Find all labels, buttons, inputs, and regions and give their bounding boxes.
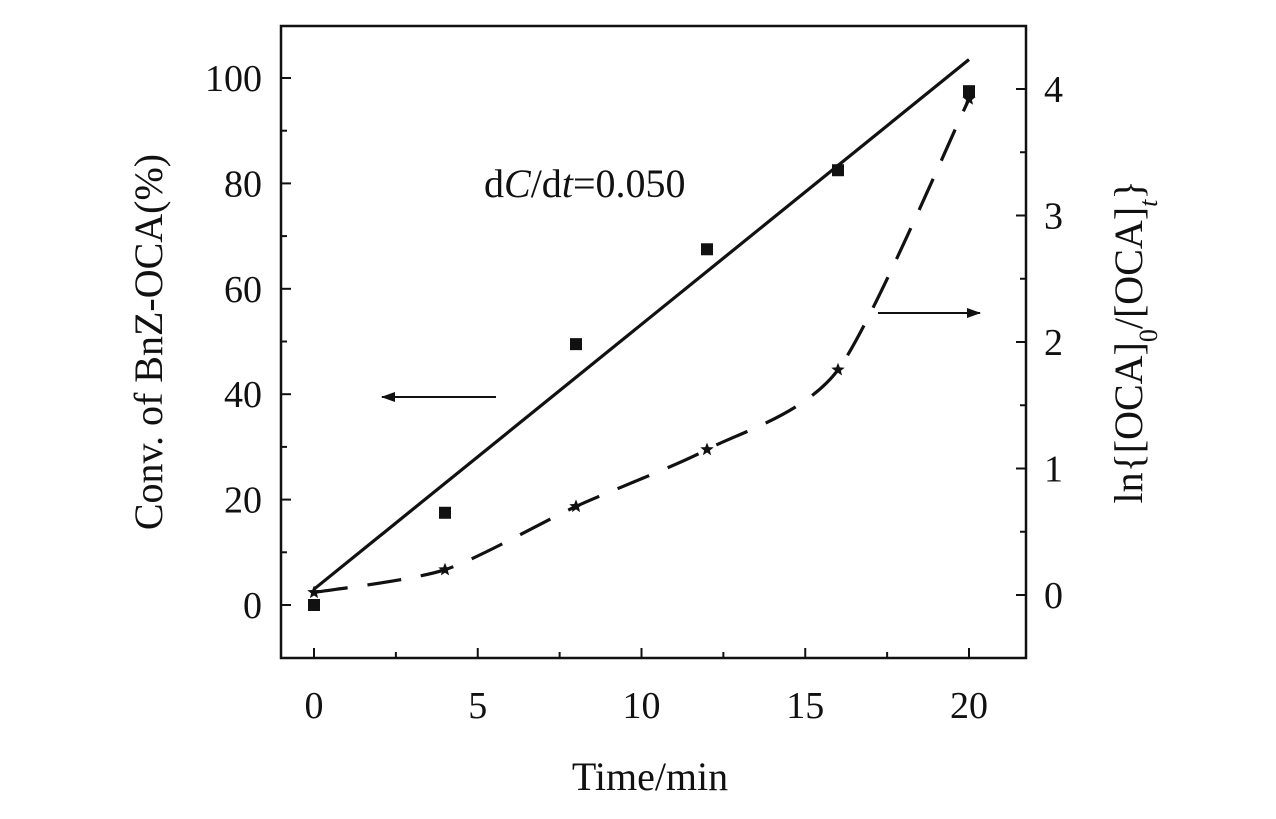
x-axis-title: Time/min — [572, 754, 728, 799]
conversion-point — [570, 338, 582, 351]
y-tick-label: 100 — [205, 58, 262, 100]
y2-axis-title: ln{[OCA]0/[OCA]t} — [1106, 180, 1163, 503]
y2-title-suffix: } — [1106, 180, 1151, 199]
tick-labels: 0 5 10 15 20 0 20 40 60 80 100 0 1 2 3 4 — [205, 58, 1063, 727]
ln-ratio-point — [307, 585, 321, 599]
annot-t: t — [562, 161, 574, 206]
ln-ratio-point — [700, 442, 714, 456]
y2-title-mid: /[OCA] — [1106, 207, 1151, 329]
y2-tick-label: 1 — [1044, 449, 1063, 491]
axis-ticks — [281, 77, 1026, 658]
conversion-point — [963, 85, 975, 98]
ln-ratio-point — [569, 499, 583, 513]
ln-ratio-point — [962, 92, 976, 105]
conversion-point — [701, 243, 713, 256]
series-layer — [307, 58, 976, 611]
y-tick-label: 20 — [224, 480, 262, 522]
annot-slash: /d — [531, 161, 562, 206]
x-tick-label: 20 — [950, 685, 988, 727]
x-tick-label: 10 — [623, 685, 661, 727]
annot-eq: =0.050 — [573, 161, 686, 206]
ln-ratio-point — [831, 362, 845, 376]
y2-tick-label: 0 — [1044, 575, 1063, 617]
conversion-point — [439, 506, 451, 519]
annot-d: d — [484, 161, 504, 206]
y-tick-label: 40 — [224, 374, 262, 416]
y2-title-sub0: 0 — [1134, 329, 1163, 342]
y-tick-label: 80 — [224, 163, 262, 205]
y-tick-label: 0 — [243, 585, 262, 627]
plot-frame — [279, 24, 1028, 660]
y2-tick-label: 2 — [1044, 322, 1063, 364]
y2-title-subt: t — [1134, 199, 1163, 207]
conversion-point — [308, 599, 320, 611]
y2-tick-label: 3 — [1044, 196, 1063, 238]
y-axis-title: Conv. of BnZ-OCA(%) — [126, 154, 171, 530]
slope-annotation: dC/dt=0.050 — [484, 161, 686, 206]
fit-line — [312, 58, 971, 591]
y2-title-prefix: ln{[OCA] — [1106, 342, 1151, 503]
x-tick-label: 0 — [305, 685, 324, 727]
x-tick-label: 15 — [786, 685, 824, 727]
y2-tick-label: 4 — [1044, 69, 1063, 111]
x-tick-label: 5 — [468, 685, 487, 727]
y-tick-label: 60 — [224, 269, 262, 311]
annot-c: C — [504, 161, 532, 206]
ln-ratio-point — [438, 562, 452, 576]
